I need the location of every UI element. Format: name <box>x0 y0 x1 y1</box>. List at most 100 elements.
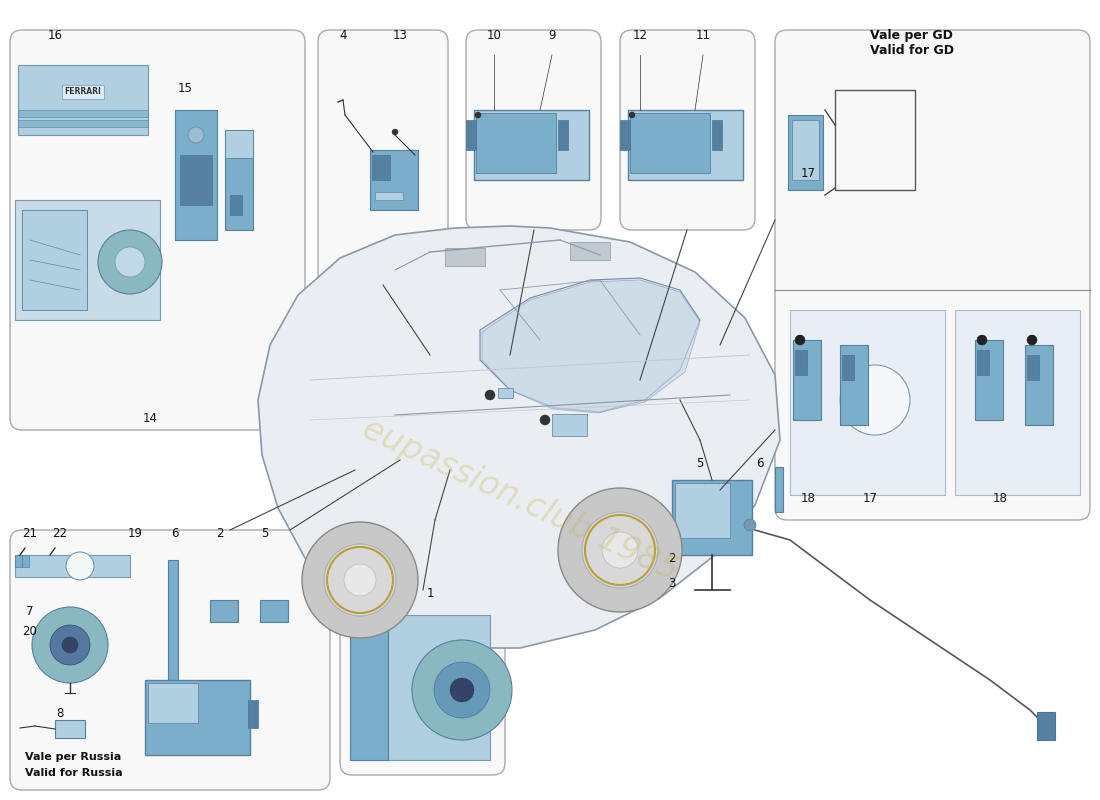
Bar <box>552 414 587 436</box>
Circle shape <box>302 522 418 638</box>
FancyBboxPatch shape <box>318 30 448 285</box>
Bar <box>55 720 85 738</box>
Text: 19: 19 <box>128 527 143 540</box>
Bar <box>675 483 730 538</box>
Text: eupassion.club 1985: eupassion.club 1985 <box>356 412 683 588</box>
Circle shape <box>32 607 108 683</box>
Bar <box>788 115 823 190</box>
Bar <box>476 113 556 173</box>
Bar <box>168 560 178 705</box>
Bar <box>1037 712 1055 740</box>
Bar <box>148 683 198 723</box>
Bar <box>1027 355 1040 380</box>
Bar <box>210 600 238 622</box>
Text: 2: 2 <box>217 527 223 540</box>
Bar <box>15 200 159 320</box>
Circle shape <box>188 127 204 143</box>
Bar <box>18 120 148 127</box>
Circle shape <box>744 519 756 531</box>
Bar <box>842 355 854 380</box>
Circle shape <box>1027 335 1037 345</box>
Bar <box>628 110 742 180</box>
Polygon shape <box>480 278 700 412</box>
Bar <box>498 388 513 398</box>
Text: 6: 6 <box>757 457 763 470</box>
Bar <box>835 90 915 190</box>
Circle shape <box>62 637 78 653</box>
Text: 7: 7 <box>26 605 34 618</box>
Text: 8: 8 <box>56 707 64 720</box>
Bar <box>474 110 588 180</box>
Circle shape <box>582 512 658 588</box>
Text: FERRARI: FERRARI <box>65 87 101 97</box>
Bar <box>793 340 821 420</box>
FancyBboxPatch shape <box>776 30 1090 520</box>
Bar <box>350 615 490 760</box>
Circle shape <box>392 129 398 135</box>
Circle shape <box>66 552 94 580</box>
Bar <box>145 680 250 755</box>
Text: 5: 5 <box>696 457 704 470</box>
Circle shape <box>602 532 638 568</box>
Bar <box>18 65 148 135</box>
Bar <box>712 120 722 150</box>
Text: Valid for Russia: Valid for Russia <box>25 768 122 778</box>
Bar <box>776 467 783 512</box>
Bar <box>792 120 820 180</box>
Circle shape <box>412 640 512 740</box>
Text: 20: 20 <box>23 625 37 638</box>
Bar <box>1025 345 1053 425</box>
Bar <box>795 350 807 375</box>
Bar <box>22 555 29 567</box>
Bar <box>15 555 22 567</box>
Circle shape <box>840 365 910 435</box>
Bar <box>260 600 288 622</box>
FancyBboxPatch shape <box>340 590 505 775</box>
Circle shape <box>795 335 805 345</box>
Bar <box>375 192 403 200</box>
Text: 5: 5 <box>262 527 268 540</box>
Text: 21: 21 <box>22 527 37 540</box>
Bar <box>15 555 130 577</box>
Bar <box>570 242 611 260</box>
Text: 16: 16 <box>47 29 63 42</box>
Polygon shape <box>258 226 780 648</box>
Bar <box>248 700 258 728</box>
Circle shape <box>977 335 987 345</box>
Bar <box>180 155 212 205</box>
Text: 10: 10 <box>486 29 502 42</box>
Polygon shape <box>482 280 700 413</box>
Circle shape <box>434 662 490 718</box>
Bar <box>630 113 710 173</box>
Circle shape <box>475 112 481 118</box>
Text: 3: 3 <box>669 577 675 590</box>
Bar <box>226 130 253 230</box>
Bar <box>175 110 217 240</box>
Text: Vale per GD: Vale per GD <box>870 29 953 42</box>
Text: 14: 14 <box>143 412 157 425</box>
FancyBboxPatch shape <box>10 30 305 430</box>
Bar <box>620 120 630 150</box>
Text: 6: 6 <box>172 527 178 540</box>
Circle shape <box>344 564 376 596</box>
Bar <box>672 480 752 555</box>
Circle shape <box>540 415 550 425</box>
Text: 13: 13 <box>393 29 407 42</box>
Bar <box>558 120 568 150</box>
Bar <box>446 248 485 266</box>
FancyBboxPatch shape <box>620 30 755 230</box>
Circle shape <box>324 544 396 616</box>
Circle shape <box>485 390 495 400</box>
Circle shape <box>50 625 90 665</box>
Text: 18: 18 <box>992 492 1008 505</box>
Text: 17: 17 <box>862 492 878 505</box>
Text: Vale per Russia: Vale per Russia <box>25 752 121 762</box>
Text: 9: 9 <box>548 29 556 42</box>
Bar <box>350 615 388 760</box>
FancyBboxPatch shape <box>10 530 330 790</box>
Text: 1: 1 <box>427 587 433 600</box>
Bar <box>790 310 945 495</box>
Bar <box>840 345 868 425</box>
Circle shape <box>450 678 474 702</box>
FancyBboxPatch shape <box>466 30 601 230</box>
